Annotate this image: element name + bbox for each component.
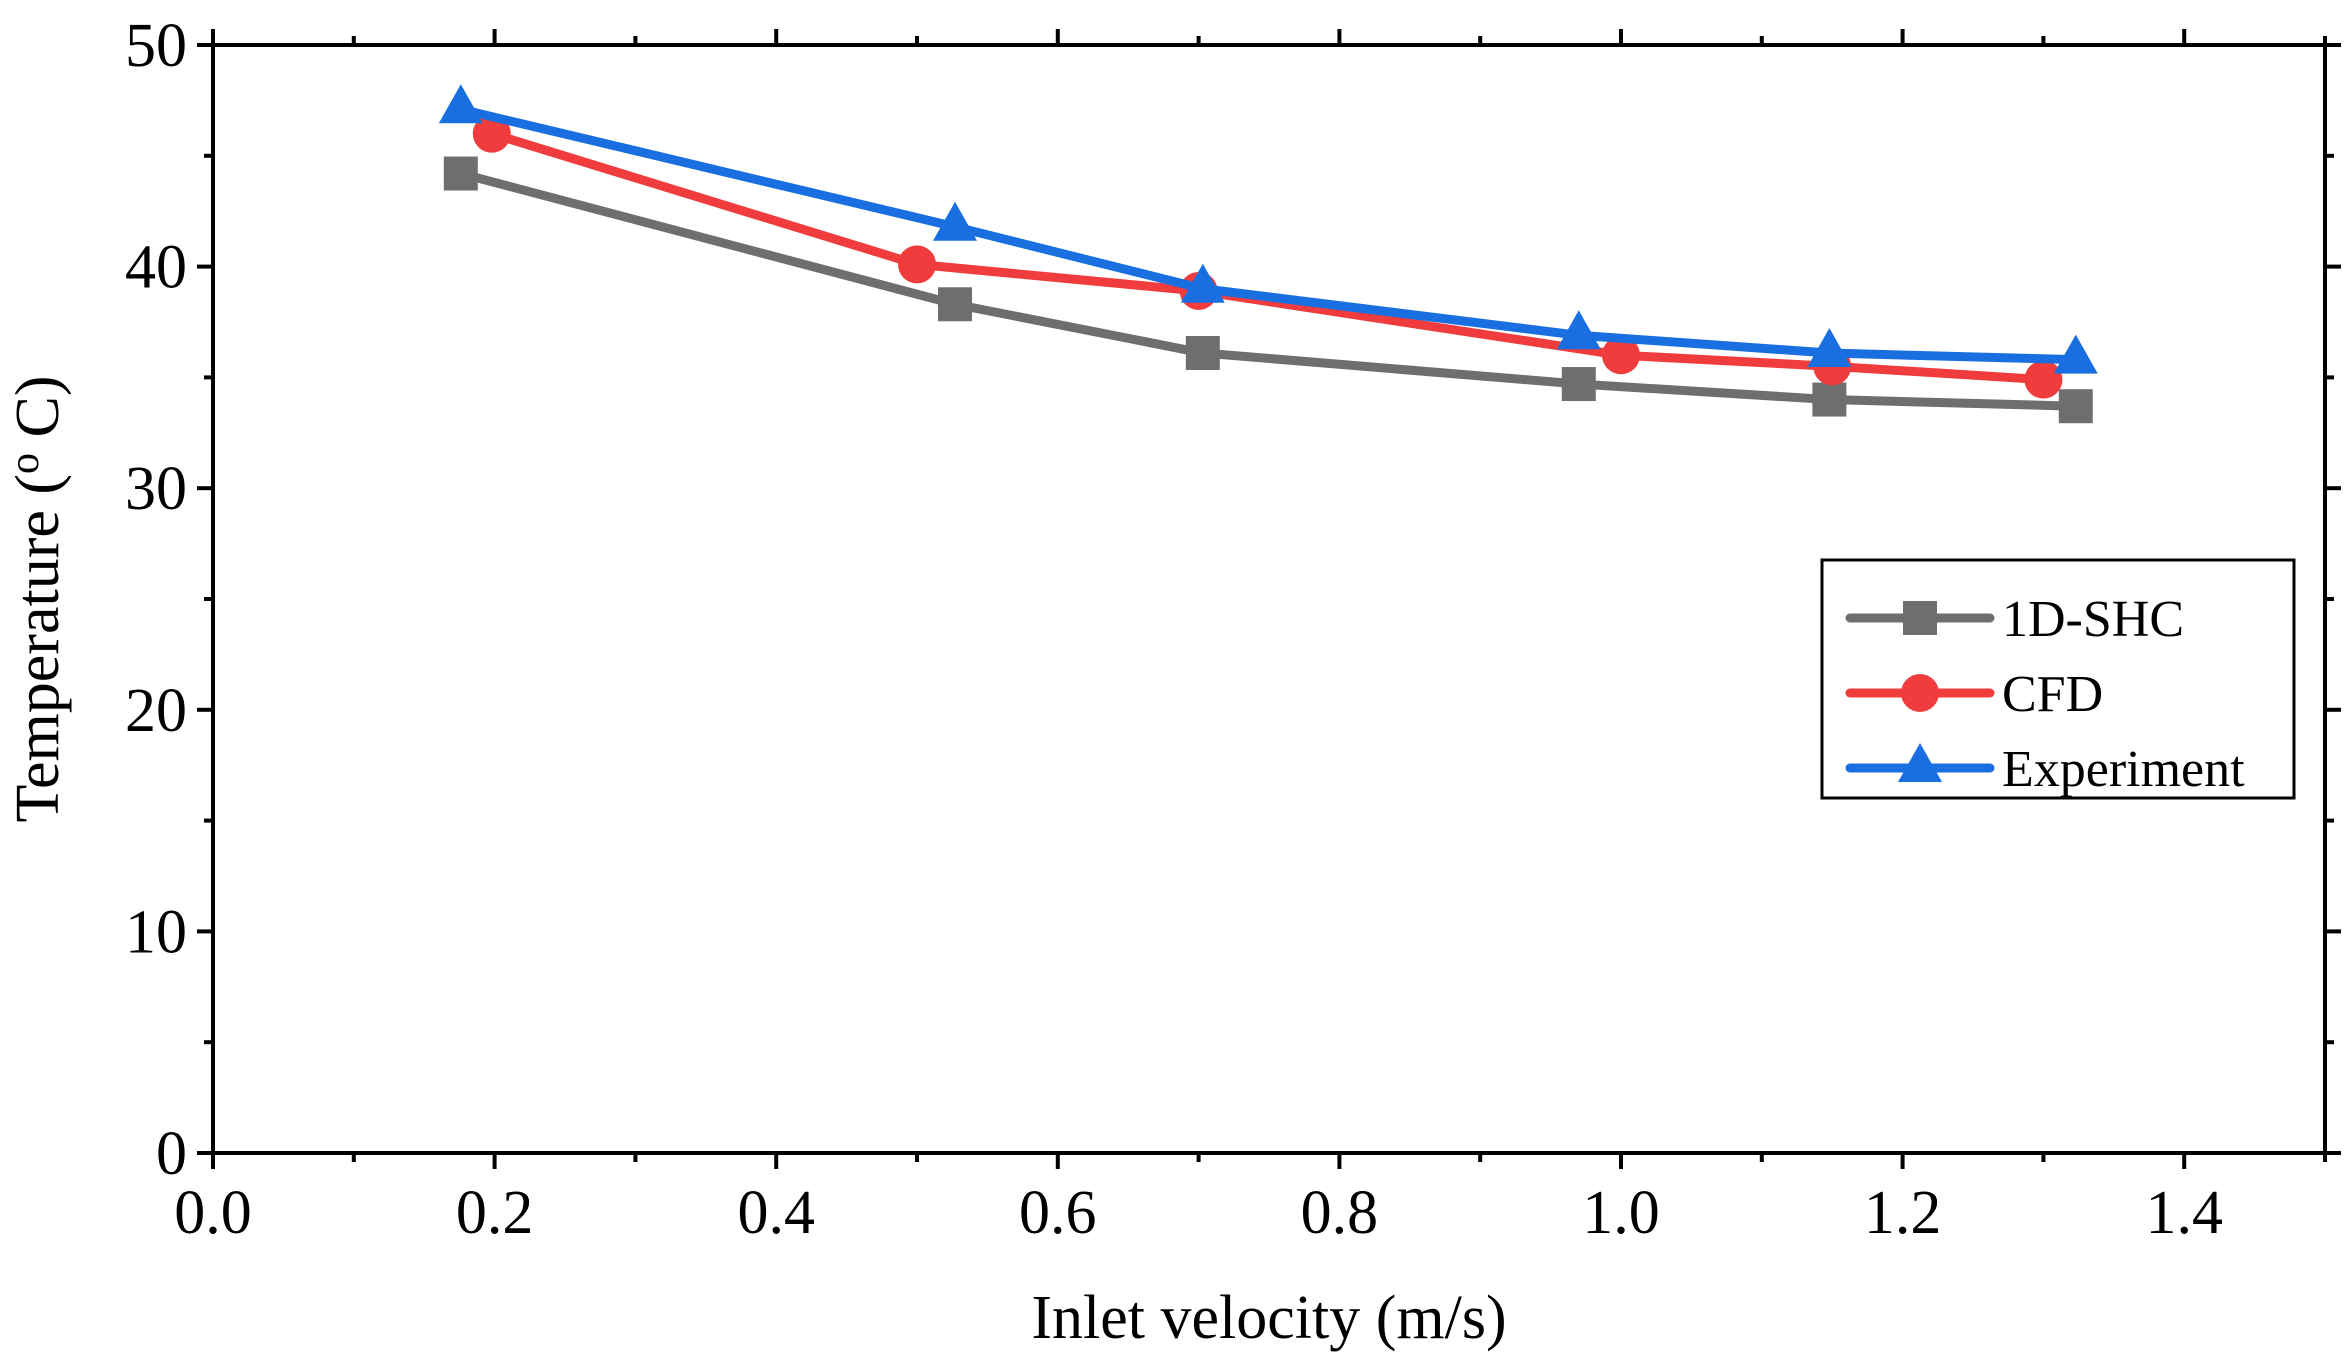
legend-marker-cfd (1901, 674, 1939, 712)
y-tick-label: 10 (125, 898, 187, 966)
x-axis-title: Inlet velocity (m/s) (1031, 1284, 1506, 1352)
y-axis-title-main: Temperature ( (4, 474, 72, 823)
legend-item-experiment: Experiment (1845, 741, 2245, 798)
data-point-1d-shc (443, 156, 478, 191)
data-point-experiment (1180, 263, 1225, 303)
legend-label-experiment: Experiment (2002, 741, 2245, 798)
legend-item-1d-shc: 1D-SHC (1845, 591, 2184, 648)
x-tick-label: 0.4 (737, 1179, 815, 1247)
y-tick-label: 40 (125, 234, 187, 302)
data-point-1d-shc (1812, 382, 1847, 417)
data-point-cfd (898, 245, 936, 284)
data-point-1d-shc (1185, 336, 1220, 371)
data-point-cfd (472, 114, 511, 153)
legend-item-cfd: CFD (1845, 666, 2103, 723)
series-layer (438, 84, 2098, 424)
legend-marker-1d-shc (1903, 601, 1937, 635)
series-experiment (438, 84, 2098, 374)
data-point-1d-shc (938, 287, 973, 322)
data-point-cfd (2024, 360, 2063, 399)
legend: 1D-SHC CFD Experiment (1820, 558, 2296, 800)
y-axis-title-unit: C) (4, 375, 72, 453)
series-1d-shc (443, 156, 2093, 424)
data-point-experiment (2053, 334, 2098, 374)
legend-label-1d-shc: 1D-SHC (2002, 591, 2184, 648)
data-point-experiment (1807, 328, 1852, 368)
x-tick-label: 1.0 (1582, 1179, 1660, 1247)
data-point-experiment (1556, 310, 1601, 350)
data-point-1d-shc (2058, 389, 2093, 424)
data-point-experiment (438, 84, 483, 124)
data-point-1d-shc (1561, 367, 1596, 402)
legend-marker-experiment (1898, 743, 1942, 782)
x-tick-label: 0.0 (174, 1179, 252, 1247)
x-tick-label: 0.2 (456, 1179, 534, 1247)
y-tick-label: 20 (125, 677, 187, 745)
series-line-experiment (456, 104, 2081, 365)
y-axis-title-superscript: o (2, 453, 48, 474)
x-tick-label: 1.2 (1864, 1179, 1942, 1247)
legend-box (1820, 558, 2296, 800)
series-line-1d-shc (456, 169, 2081, 411)
tick-layer: 0.0 0.2 0.4 0.6 0.8 1.0 1.2 1.4 0 10 20 30 40 50 (125, 12, 2341, 1247)
y-tick-label: 0 (156, 1120, 187, 1188)
x-tick-label: 0.6 (1019, 1179, 1097, 1247)
y-tick-label: 30 (125, 455, 187, 523)
series-line-cfd (487, 129, 2048, 385)
data-point-experiment (933, 201, 978, 241)
y-axis-title: Temperature (o C) (2, 375, 72, 822)
legend-label-cfd: CFD (2002, 666, 2103, 723)
x-tick-label: 0.8 (1301, 1179, 1379, 1247)
y-tick-label: 50 (125, 12, 187, 80)
data-point-cfd (1602, 336, 1640, 375)
x-tick-label: 1.4 (2145, 1179, 2223, 1247)
